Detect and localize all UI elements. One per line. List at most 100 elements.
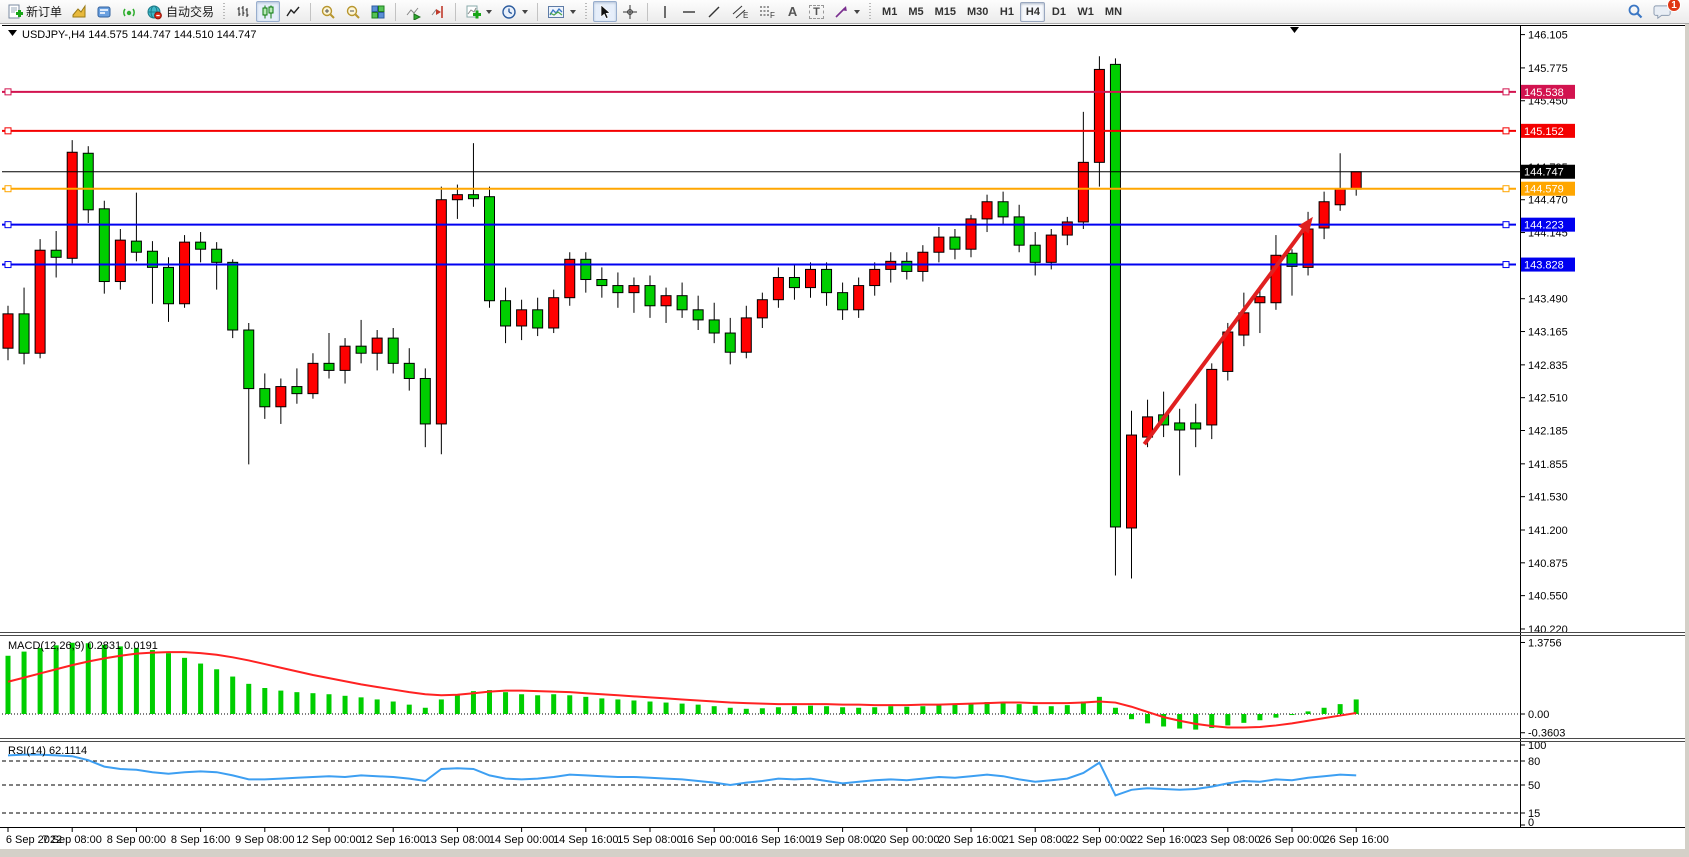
trendline-icon [708,6,720,17]
svg-text:144.223: 144.223 [1524,220,1564,232]
toolbar-gripper[interactable] [222,2,228,21]
timeframe-M5[interactable]: M5 [908,5,924,18]
svg-text:RSI(14) 62.1114: RSI(14) 62.1114 [8,745,87,757]
timeframe-M15[interactable]: M15 [934,5,956,18]
indicators-dropdown-caret [486,9,493,14]
toolbar-separator [537,2,539,21]
svg-text:22 Sep 16:00: 22 Sep 16:00 [1131,834,1196,846]
cursor-button[interactable] [593,1,618,22]
zoom-in-button[interactable] [316,1,340,22]
timeframe-D1[interactable]: D1 [1051,5,1066,18]
svg-text:144.747: 144.747 [1524,167,1564,179]
data-window-icon [97,6,111,17]
text-tool-button[interactable]: A [781,1,804,22]
toolbar-separator [455,2,457,21]
svg-text:16 Sep 00:00: 16 Sep 00:00 [681,834,746,846]
svg-text:8 Sep 16:00: 8 Sep 16:00 [171,834,230,846]
timeframe-H4[interactable]: H4 [1020,1,1046,22]
channel-icon: E [732,5,748,20]
svg-text:141.530: 141.530 [1528,492,1568,504]
candlestick-chart-button[interactable] [256,1,281,22]
periods-dropdown-caret [522,9,529,14]
candlestick-chart-icon [262,5,274,18]
toolbar-gripper[interactable] [584,2,590,21]
zoom-out-button[interactable] [341,1,365,22]
timeframe-MN[interactable]: MN [1104,5,1123,18]
new-order-button[interactable]: 新订单 [3,1,66,22]
svg-text:26 Sep 00:00: 26 Sep 00:00 [1259,834,1324,846]
svg-text:80: 80 [1528,756,1540,768]
line-chart-button[interactable] [281,1,305,22]
svg-text:12 Sep 16:00: 12 Sep 16:00 [360,834,425,846]
market-watch-button[interactable] [67,1,91,22]
horizontal-line-icon [683,10,696,13]
data-window-button[interactable] [92,1,116,22]
auto-scroll-button[interactable] [401,1,425,22]
svg-text:144.470: 144.470 [1528,195,1568,207]
chart-shift-button[interactable] [426,1,450,22]
search-icon [1628,4,1643,19]
svg-text:141.200: 141.200 [1528,525,1568,537]
svg-text:142.510: 142.510 [1528,393,1568,405]
svg-text:13 Sep 08:00: 13 Sep 08:00 [425,834,490,846]
svg-text:20 Sep 16:00: 20 Sep 16:00 [938,834,1003,846]
timeframe-W1[interactable]: W1 [1077,5,1094,18]
crosshair-button[interactable] [618,1,642,22]
fibonacci-icon: F [760,6,775,20]
svg-text:145.775: 145.775 [1528,63,1568,75]
svg-text:140.875: 140.875 [1528,558,1568,570]
svg-text:12 Sep 00:00: 12 Sep 00:00 [296,834,361,846]
svg-text:143.165: 143.165 [1528,327,1568,339]
svg-text:14 Sep 16:00: 14 Sep 16:00 [553,834,618,846]
cursor-arrow-icon [600,3,611,19]
text-tool-icon: A [787,4,798,19]
main-toolbar: 新订单 自动交易 [0,0,1689,24]
svg-text:142.185: 142.185 [1528,426,1568,438]
toolbar-gripper[interactable] [868,2,874,21]
svg-text:21 Sep 08:00: 21 Sep 08:00 [1002,834,1067,846]
svg-text:141.855: 141.855 [1528,459,1568,471]
notifications-button[interactable]: 1 [1649,0,1681,22]
timeframe-M30[interactable]: M30 [967,5,989,18]
arrows-tool-button[interactable] [829,1,864,22]
auto-trading-button[interactable]: 自动交易 [142,1,218,22]
svg-text:USDJPY-,H4 144.575 144.747 14: USDJPY-,H4 144.575 144.747 144.510 144.7… [22,29,256,41]
search-button[interactable] [1623,1,1648,22]
toolbar-separator [395,2,397,21]
horizontal-line-button[interactable] [677,1,701,22]
tile-windows-icon [371,5,385,18]
svg-text:50: 50 [1528,780,1540,792]
toolbar-separator [310,2,312,21]
tile-windows-button[interactable] [366,1,390,22]
svg-text:0: 0 [1528,817,1534,829]
svg-text:0.00: 0.00 [1528,709,1549,721]
toolbar-separator [647,2,649,21]
svg-text:145.152: 145.152 [1524,126,1564,138]
svg-text:144.579: 144.579 [1524,184,1564,196]
text-label-icon: T [809,4,824,19]
template-icon [548,5,565,18]
svg-text:26 Sep 16:00: 26 Sep 16:00 [1323,834,1388,846]
periods-button[interactable] [497,1,532,22]
indicators-button[interactable] [461,1,496,22]
trendline-button[interactable] [702,1,726,22]
timeframe-H1[interactable]: H1 [999,5,1014,18]
svg-text:9 Sep 08:00: 9 Sep 08:00 [235,834,294,846]
bar-chart-icon [237,5,249,17]
text-label-button[interactable]: T [805,1,828,22]
timeframe-M1[interactable]: M1 [882,5,898,18]
svg-text:20 Sep 00:00: 20 Sep 00:00 [874,834,939,846]
vertical-line-button[interactable] [653,1,676,22]
fibonacci-button[interactable]: F [754,1,780,22]
svg-text:7 Sep 08:00: 7 Sep 08:00 [43,834,102,846]
templates-button[interactable] [543,1,580,22]
signals-button[interactable] [117,1,141,22]
gold-chart-icon [72,3,86,17]
bar-chart-button[interactable] [231,1,255,22]
templates-dropdown-caret [570,9,577,14]
svg-text:15 Sep 08:00: 15 Sep 08:00 [617,834,682,846]
equidistant-channel-button[interactable]: E [727,1,753,22]
svg-text:-0.3603: -0.3603 [1528,728,1565,740]
